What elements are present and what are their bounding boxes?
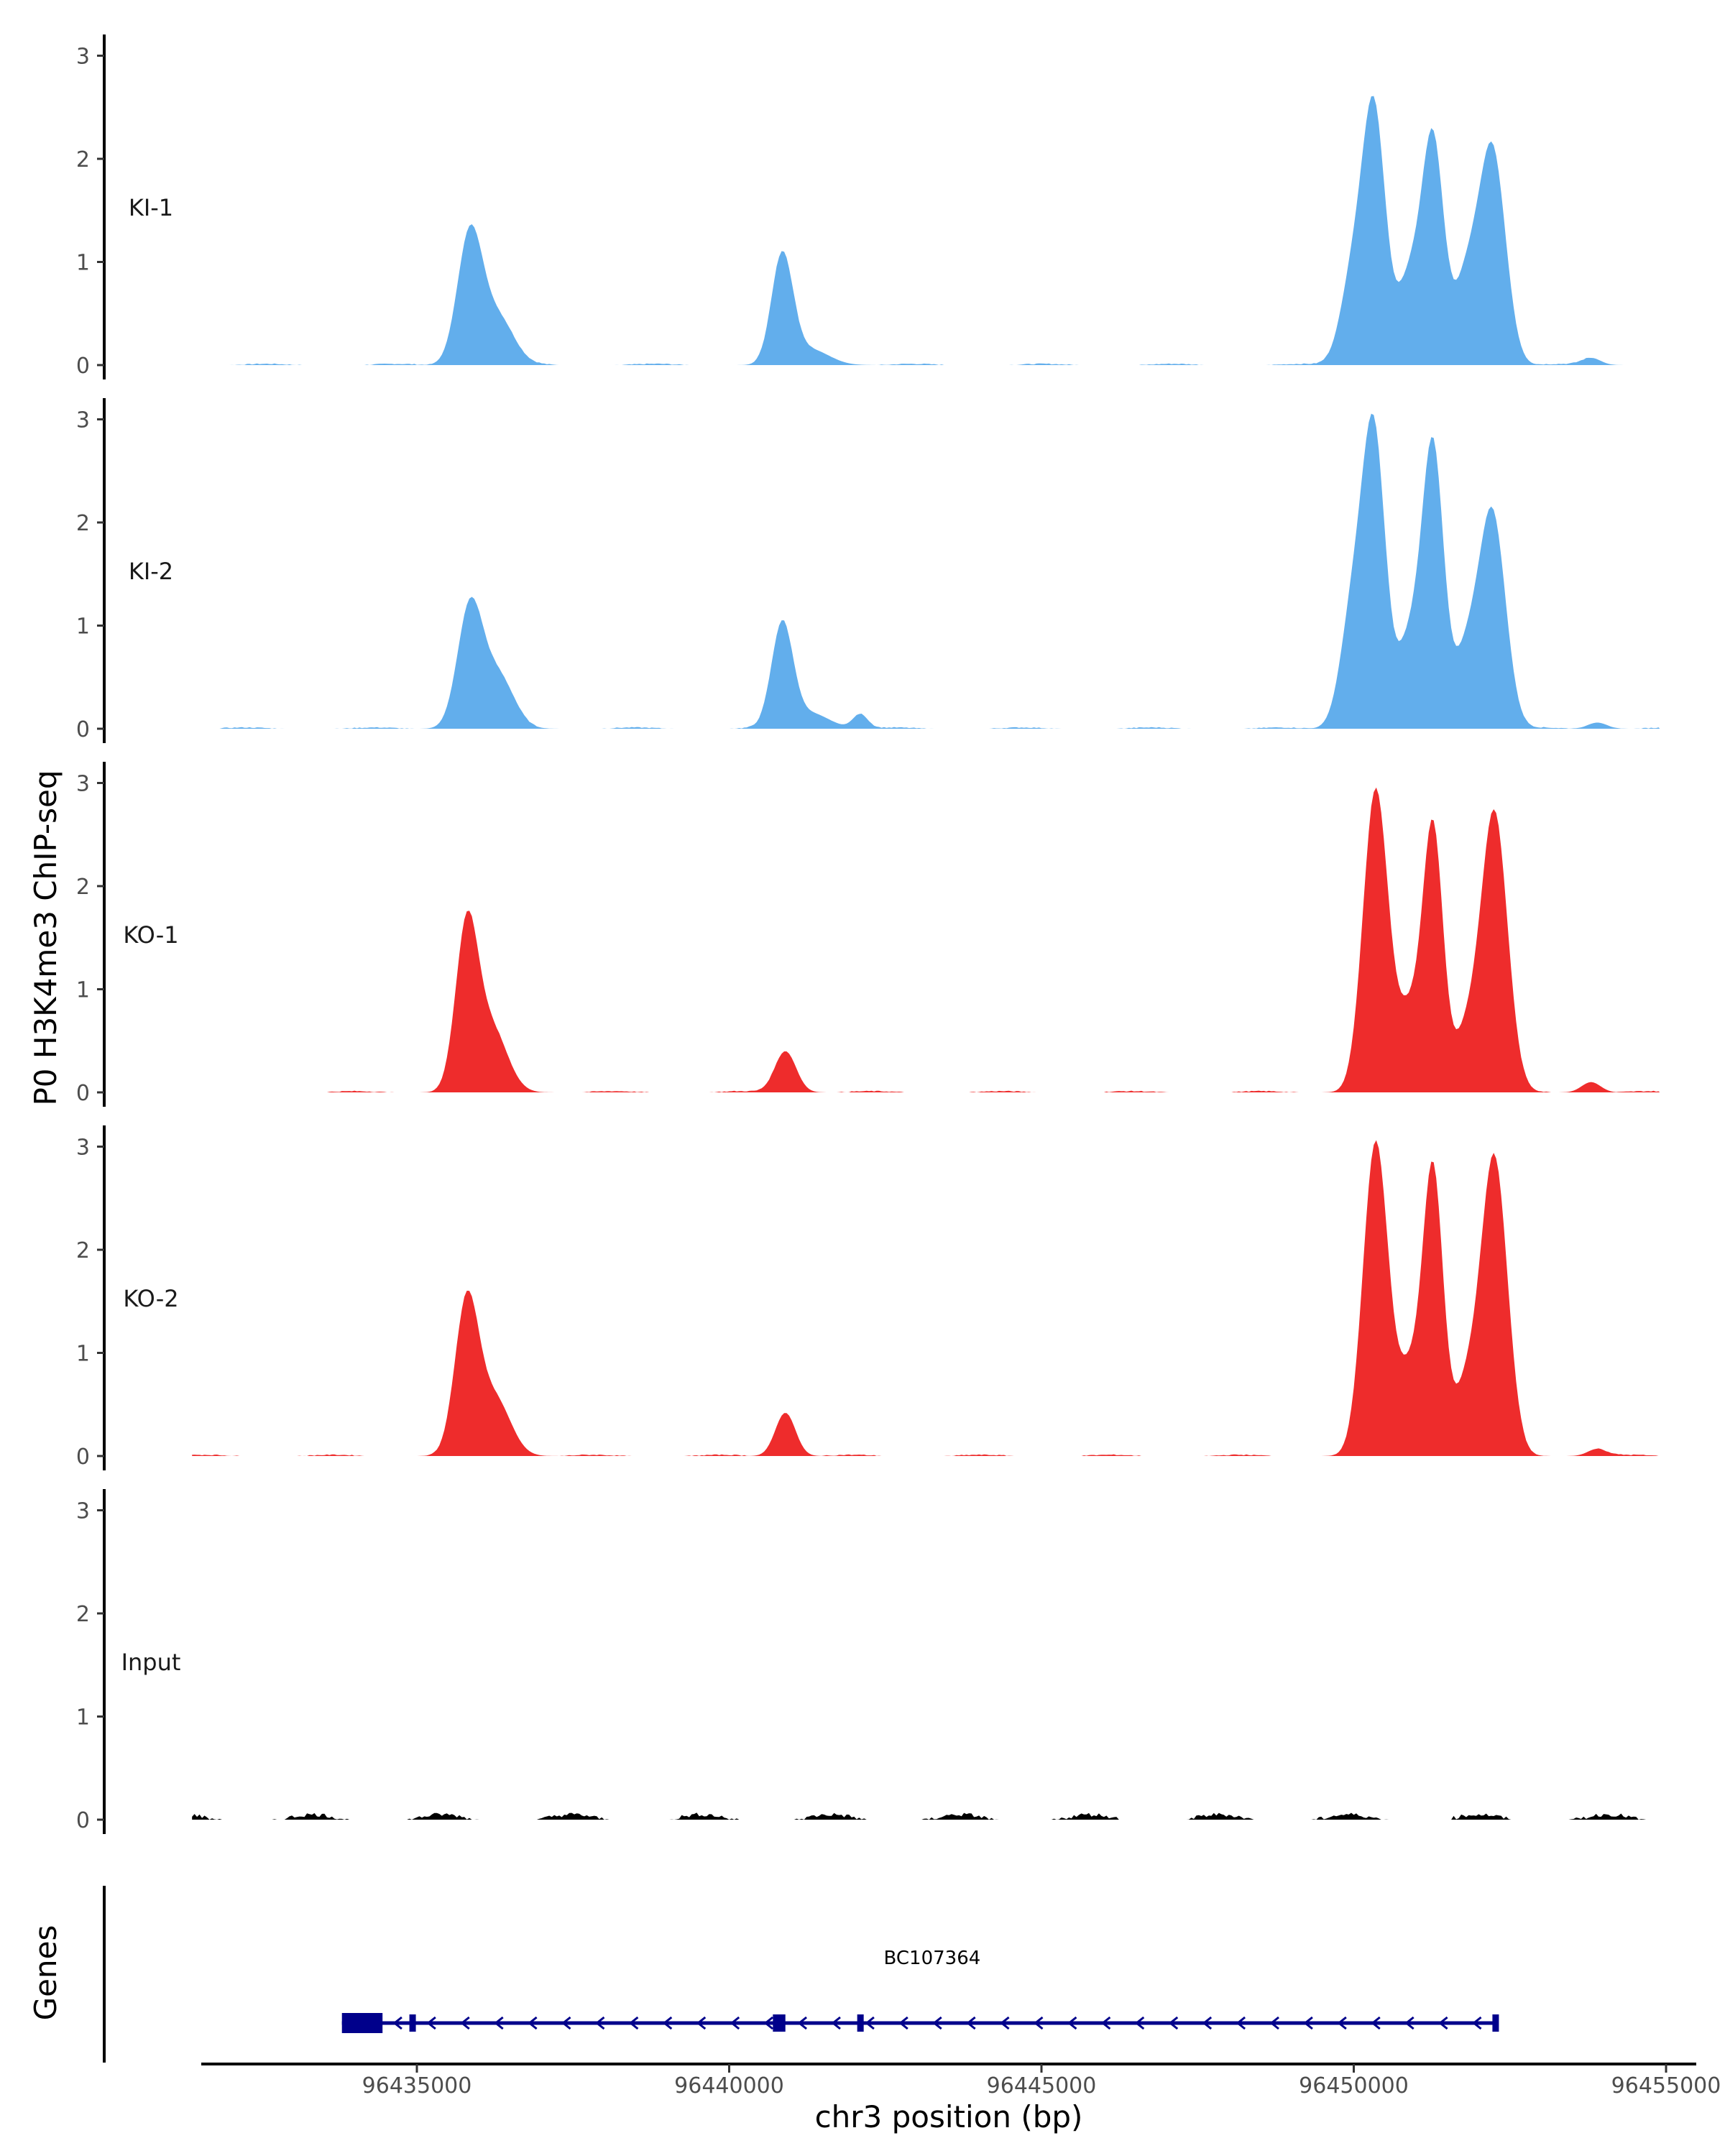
strand-arrow-icon [426, 2016, 436, 2030]
track-label: KI-2 [129, 558, 173, 585]
strand-arrow-icon [1000, 2016, 1010, 2030]
y-tick-label: 3 [76, 408, 90, 433]
x-tick-label: 96445000 [987, 2073, 1097, 2099]
strand-arrow-icon [1034, 2016, 1044, 2030]
genes-panel: BC107364 [103, 1886, 1499, 2063]
strand-arrow-icon [1067, 2016, 1077, 2030]
strand-arrow-icon [1134, 2016, 1145, 2030]
y-tick-label: 3 [76, 1499, 90, 1524]
x-tick-label: 96440000 [674, 2073, 784, 2099]
strand-arrow-icon [662, 2016, 673, 2030]
y-tick-label: 3 [76, 45, 90, 70]
y-tick-label: 1 [76, 251, 90, 276]
y-tick-label: 3 [76, 1135, 90, 1161]
gene-exon [1492, 2014, 1499, 2032]
y-tick-label: 2 [76, 1238, 90, 1263]
y-tick-label: 1 [76, 1705, 90, 1731]
signal-area-ko-1 [279, 787, 1660, 1092]
strand-arrow-icon [1236, 2016, 1246, 2030]
track-label: KO-1 [123, 921, 178, 949]
x-tick-label: 96450000 [1299, 2073, 1409, 2099]
gene-exon [409, 2014, 416, 2032]
strand-arrow-icon [966, 2016, 976, 2030]
strand-arrow-icon [460, 2016, 470, 2030]
y-tick-label: 1 [76, 1342, 90, 1367]
x-axis-title: chr3 position (bp) [815, 2099, 1083, 2134]
strand-arrow-icon [797, 2016, 807, 2030]
y-tick-label: 2 [76, 147, 90, 172]
signal-area-ko-2 [192, 1140, 1660, 1456]
y-tick-label: 1 [76, 614, 90, 640]
strand-arrow-icon [1404, 2016, 1414, 2030]
signal-area-ki-2 [216, 413, 1660, 729]
strand-arrow-icon [1269, 2016, 1279, 2030]
gene-exon [773, 2014, 786, 2032]
signal-area-ki-1 [192, 96, 1642, 365]
y-tick-label: 0 [76, 354, 90, 379]
strand-arrow-icon [898, 2016, 908, 2030]
gene-exon [341, 2013, 383, 2033]
strand-arrow-icon [1168, 2016, 1179, 2030]
strand-arrow-icon [730, 2016, 740, 2030]
y-tick-label: 1 [76, 978, 90, 1003]
x-tick-label: 96435000 [362, 2073, 472, 2099]
strand-arrow-icon [1371, 2016, 1381, 2030]
y-tick-label: 2 [76, 875, 90, 900]
track-panel-input: 0 1 2 3 Input [76, 1489, 1660, 1834]
signal-area-input [192, 1812, 1660, 1820]
strand-arrow-icon [1337, 2016, 1347, 2030]
strand-arrow-icon [865, 2016, 875, 2030]
strand-arrow-icon [1472, 2016, 1482, 2030]
track-panel-ki-2: 0 1 2 3 KI-2 [76, 398, 1660, 743]
track-label: Input [121, 1649, 181, 1676]
tracks-layer: 0 1 2 3 KI-1 0 1 2 3 KI-2 0 1 2 3 KO-1 0 1 2 3 KO-2 0 1 2 3 Inpu… [76, 34, 1660, 1834]
strand-arrow-icon [1100, 2016, 1111, 2030]
y-tick-label: 0 [76, 717, 90, 742]
gene-exon [857, 2014, 864, 2032]
y-tick-label: 2 [76, 511, 90, 536]
y-tick-label: 0 [76, 1081, 90, 1106]
strand-arrow-icon [831, 2016, 841, 2030]
x-tick-label: 96455000 [1611, 2073, 1721, 2099]
x-axis: 96435000 96440000 96445000 96450000 96455000 [201, 2063, 1721, 2099]
y-tick-label: 0 [76, 1445, 90, 1470]
strand-arrow-icon [763, 2016, 774, 2030]
y-tick-label: 2 [76, 1602, 90, 1627]
track-panel-ki-1: 0 1 2 3 KI-1 [76, 34, 1642, 379]
strand-arrow-icon [561, 2016, 571, 2030]
y-tick-label: 0 [76, 1808, 90, 1833]
strand-arrow-icon [1303, 2016, 1313, 2030]
strand-arrow-icon [494, 2016, 504, 2030]
track-label: KO-2 [123, 1285, 178, 1312]
strand-arrow-icon [629, 2016, 639, 2030]
strand-arrow-icon [1438, 2016, 1448, 2030]
y-tick-label: 3 [76, 772, 90, 797]
strand-arrow-icon [1202, 2016, 1213, 2030]
track-panel-ko-2: 0 1 2 3 KO-2 [76, 1125, 1660, 1470]
track-panel-ko-1: 0 1 2 3 KO-1 [76, 762, 1660, 1107]
genes-axis-title: Genes [28, 1925, 63, 2021]
strand-arrow-icon [392, 2016, 402, 2030]
y-axis-title: P0 H3K4me3 ChIP-seq [28, 770, 63, 1105]
strand-arrow-icon [528, 2016, 538, 2030]
strand-arrow-icon [595, 2016, 605, 2030]
track-label: KI-1 [129, 194, 173, 221]
strand-arrow-icon [696, 2016, 707, 2030]
strand-arrow-icon [932, 2016, 942, 2030]
gene-label: BC107364 [884, 1948, 981, 1969]
